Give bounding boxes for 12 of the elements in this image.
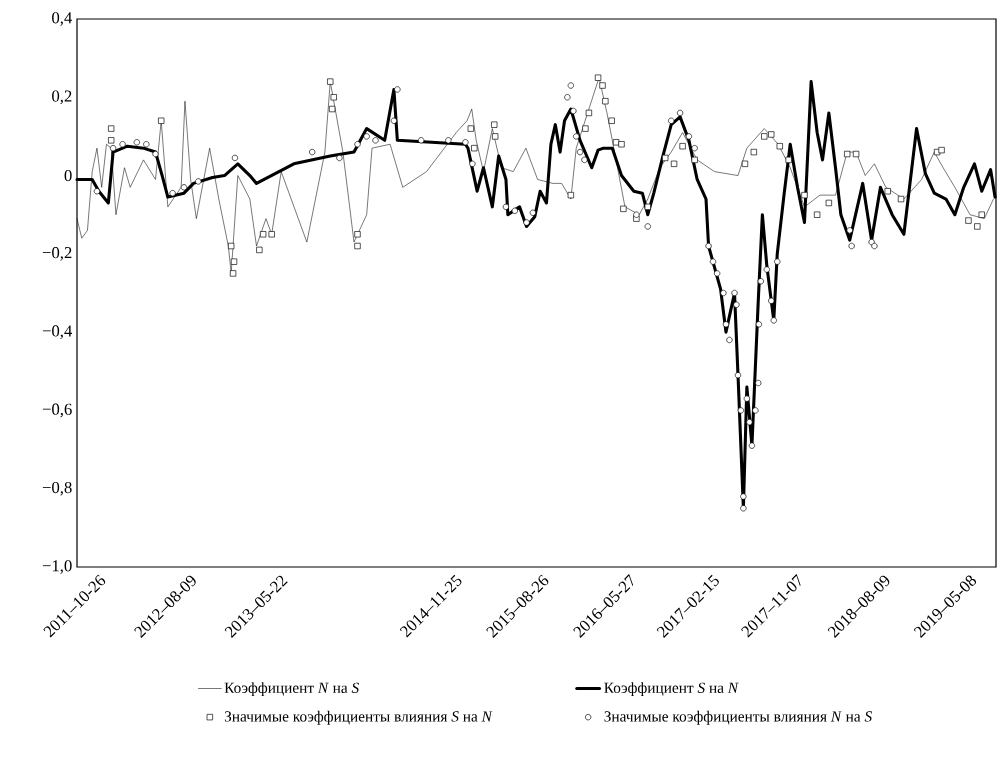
y-tick-label: −0,2 <box>42 247 72 261</box>
y-tick-label: −0,6 <box>42 403 72 418</box>
legend-label: Коэффициент S на N <box>604 682 739 697</box>
legend-label: Коэффициент N на S <box>224 682 359 697</box>
y-tick-label: −1,0 <box>42 560 72 574</box>
legend-label: Значимые коэффициенты влияния N на S <box>604 710 872 725</box>
y-tick-label: 0,2 <box>52 90 72 105</box>
y-tick-label: −0,4 <box>42 325 73 339</box>
y-tick-label: 0,4 <box>52 12 73 26</box>
y-tick-label: 0 <box>64 169 72 182</box>
y-tick-label: −0,8 <box>42 481 72 496</box>
legend-label: Значимые коэффициенты влияния S на N <box>224 710 493 725</box>
